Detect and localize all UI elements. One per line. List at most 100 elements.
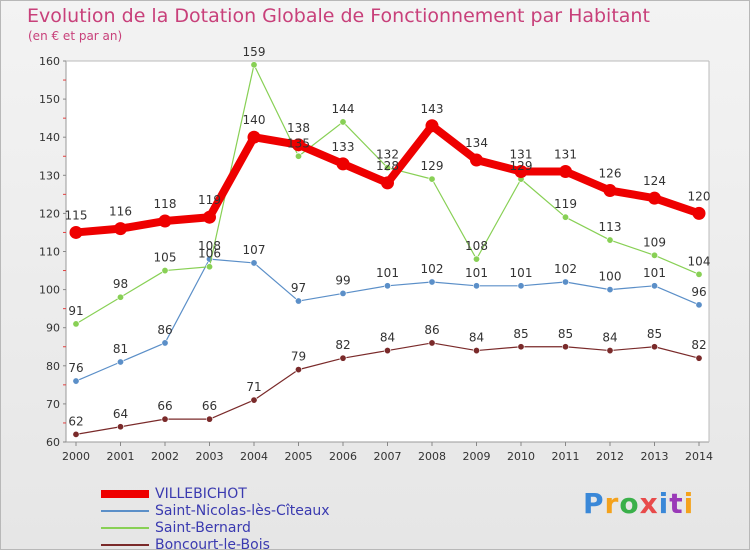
data-point (514, 164, 528, 178)
x-tick-label: 2003 (196, 450, 224, 463)
data-point (428, 278, 436, 286)
data-label: 99 (335, 273, 350, 287)
data-label: 102 (554, 262, 577, 276)
data-point (383, 164, 391, 172)
x-tick-label: 2014 (685, 450, 713, 463)
data-point (158, 214, 172, 228)
data-point (381, 176, 394, 190)
data-label: 101 (643, 266, 666, 280)
x-tick-label: 2013 (641, 450, 669, 463)
x-tick-label: 2012 (596, 450, 624, 463)
data-point (606, 236, 614, 244)
data-point (250, 259, 258, 267)
data-point (648, 191, 661, 205)
data-label: 144 (332, 102, 355, 116)
data-label: 81 (113, 342, 128, 356)
data-point (72, 430, 80, 438)
data-point (559, 164, 572, 178)
data-point (206, 415, 214, 423)
data-label: 134 (465, 136, 488, 150)
data-point (250, 61, 258, 69)
data-point (206, 263, 214, 271)
data-label: 113 (599, 220, 622, 234)
data-label: 66 (157, 399, 172, 413)
data-label: 97 (291, 281, 306, 295)
data-label: 79 (291, 350, 306, 364)
data-label: 104 (688, 254, 711, 268)
data-point (517, 343, 525, 351)
x-tick-label: 2011 (552, 450, 580, 463)
data-label: 120 (688, 189, 711, 203)
data-point (650, 343, 658, 351)
y-tick-label: 150 (39, 93, 60, 106)
logo-letter: t (669, 487, 684, 520)
data-point (472, 347, 480, 355)
chart-title: Evolution de la Dotation Globale de Fonc… (27, 5, 650, 27)
legend-label: Saint-Bernard (155, 519, 251, 536)
data-label: 85 (513, 327, 528, 341)
x-tick-label: 2008 (418, 450, 446, 463)
data-label: 159 (243, 45, 266, 59)
legend: VILLEBICHOT Saint-Nicolas-lès-Cîteaux Sain… (101, 485, 330, 553)
data-point (606, 286, 614, 294)
data-label: 128 (376, 159, 399, 173)
y-tick-label: 70 (46, 398, 60, 411)
data-label: 140 (243, 113, 266, 127)
data-label: 108 (198, 239, 221, 253)
legend-item: Boncourt-le-Bois (101, 536, 330, 553)
data-point (161, 267, 169, 275)
data-label: 84 (469, 331, 484, 345)
y-tick-label: 60 (46, 436, 60, 449)
data-point (606, 347, 614, 355)
plot-area (66, 61, 709, 442)
data-label: 85 (558, 327, 573, 341)
data-point (247, 130, 261, 144)
data-point (692, 206, 706, 220)
data-point (561, 278, 569, 286)
data-label: 115 (65, 208, 88, 222)
data-point (117, 358, 125, 366)
data-label: 101 (510, 266, 533, 280)
data-point (650, 282, 658, 290)
data-point (428, 339, 436, 347)
data-point (603, 184, 617, 198)
legend-label: Boncourt-le-Bois (155, 536, 270, 553)
data-point (472, 255, 480, 263)
data-label: 126 (599, 167, 622, 181)
data-point (339, 289, 347, 297)
data-label: 138 (287, 121, 310, 135)
data-label: 82 (691, 338, 706, 352)
data-point (294, 366, 302, 374)
legend-swatch (101, 509, 149, 512)
data-point (69, 225, 83, 239)
legend-label: VILLEBICHOT (155, 485, 247, 502)
data-label: 84 (602, 331, 617, 345)
legend-swatch (101, 489, 149, 498)
y-tick-label: 100 (39, 284, 60, 297)
logo-letter: x (639, 487, 659, 520)
x-tick-label: 2006 (329, 450, 357, 463)
y-tick-label: 140 (39, 131, 60, 144)
data-label: 84 (380, 331, 395, 345)
data-label: 96 (691, 285, 706, 299)
legend-swatch (101, 526, 149, 529)
data-label: 129 (510, 159, 533, 173)
data-point (203, 210, 216, 224)
logo-letter: i (683, 487, 695, 520)
data-label: 102 (421, 262, 444, 276)
data-label: 85 (647, 327, 662, 341)
x-tick-label: 2007 (374, 450, 402, 463)
data-point (561, 343, 569, 351)
data-point (117, 293, 125, 301)
data-label: 129 (421, 159, 444, 173)
data-label: 118 (154, 197, 177, 211)
data-label: 132 (376, 148, 399, 162)
data-label: 119 (554, 197, 577, 211)
data-point (339, 354, 347, 362)
data-label: 100 (599, 270, 622, 284)
y-tick-label: 130 (39, 169, 60, 182)
data-label: 109 (643, 235, 666, 249)
data-point (428, 175, 436, 183)
proxiti-logo: Proxiti (583, 487, 694, 520)
